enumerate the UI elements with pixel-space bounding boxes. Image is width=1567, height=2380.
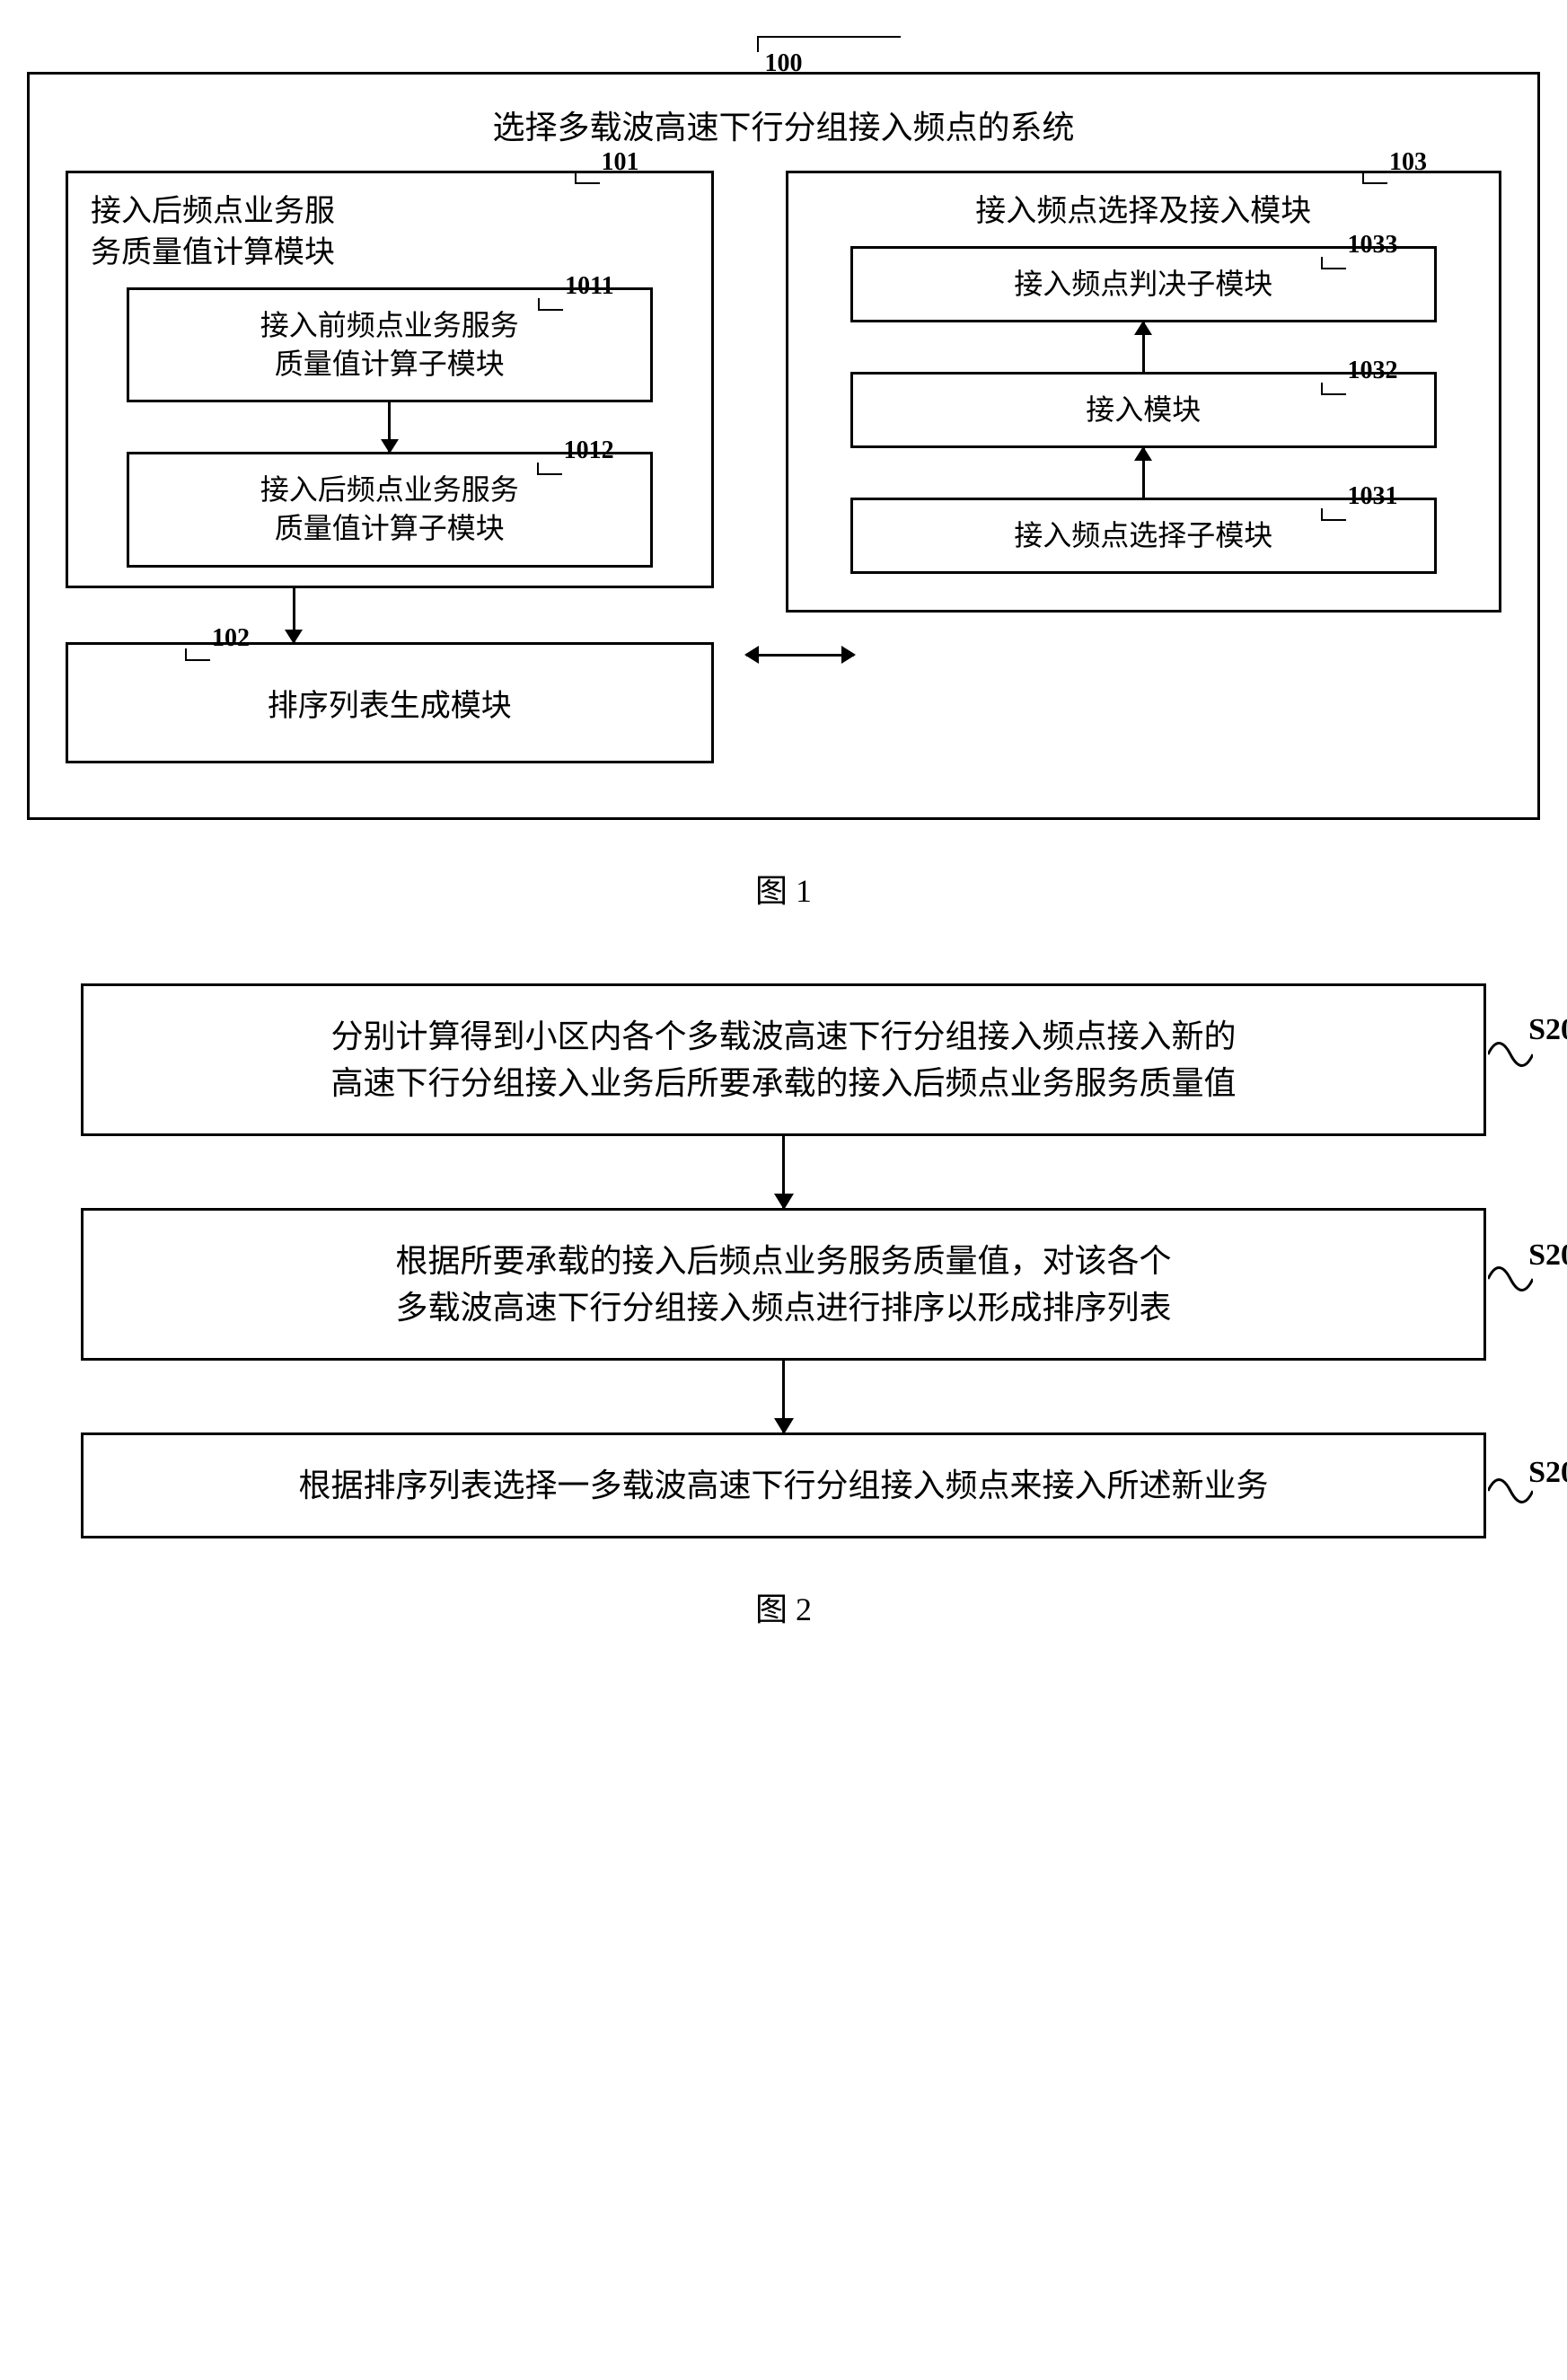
- step-s201-label: S201: [1528, 1008, 1567, 1052]
- label-tick: [1321, 257, 1346, 269]
- module-102-text: 排序列表生成模块: [268, 690, 512, 723]
- label-tick: [537, 463, 562, 475]
- sub-1031-label: 1031: [1348, 482, 1398, 510]
- sub-1012-label: 1012: [564, 436, 614, 464]
- s-curve-connector: [1488, 1252, 1533, 1318]
- module-102-label: 102: [212, 624, 250, 652]
- arrow-down-icon: [782, 1136, 785, 1208]
- sub-1011-text: 接入前频点业务服务 质量值计算子模块: [260, 309, 519, 380]
- label-1012-wrap: 1012: [564, 429, 614, 468]
- wave-icon: [1488, 1464, 1533, 1518]
- arrow-down-icon: [782, 1361, 785, 1432]
- system-outer-box: 选择多载波高速下行分组接入频点的系统 101 接入后频点业务服 务质量值计算模块: [27, 72, 1540, 820]
- arrow-up-icon: [1142, 322, 1145, 372]
- step-s203-label: S203: [1528, 1450, 1567, 1494]
- sub-1033: 1033 接入频点判决子模块: [850, 246, 1436, 322]
- label-tick: [1321, 508, 1346, 521]
- figure-1-caption: 图 1: [27, 865, 1540, 912]
- module-101-label: 101: [602, 148, 639, 176]
- sub-1011-label: 1011: [565, 272, 613, 300]
- figure-2: S201 分别计算得到小区内各个多载波高速下行分组接入频点接入新的 高速下行分组…: [27, 983, 1540, 1631]
- label-101-wrap: 101: [602, 148, 639, 177]
- sub-1012: 1012 接入后频点业务服务 质量值计算子模块: [127, 452, 653, 567]
- sub-1032-text: 接入模块: [1086, 393, 1201, 426]
- sub-1032-label: 1032: [1348, 357, 1398, 384]
- figure-1: 100 选择多载波高速下行分组接入频点的系统 101 接入后频点业务服 务质量值…: [27, 72, 1540, 912]
- module-103-label: 103: [1389, 148, 1427, 176]
- module-103: 103 接入频点选择及接入模块 1033 接入频点判决子模块: [786, 171, 1501, 613]
- step-s202: S202 根据所要承载的接入后频点业务服务质量值，对该各个 多载波高速下行分组接…: [81, 1208, 1486, 1361]
- step-s201-text: 分别计算得到小区内各个多载波高速下行分组接入频点接入新的 高速下行分组接入业务后…: [330, 1018, 1236, 1101]
- columns-wrap: 101 接入后频点业务服 务质量值计算模块 1011 接入前频点业务服务 质量值…: [66, 171, 1501, 763]
- label-1032-wrap: 1032: [1348, 349, 1398, 388]
- system-title: 选择多载波高速下行分组接入频点的系统: [66, 101, 1501, 148]
- arrow-down-icon: [388, 402, 391, 452]
- arrow-down-icon: [293, 588, 295, 642]
- label-tick: [538, 298, 563, 311]
- step-s201: S201 分别计算得到小区内各个多载波高速下行分组接入频点接入新的 高速下行分组…: [81, 983, 1486, 1136]
- sub-1011: 1011 接入前频点业务服务 质量值计算子模块: [127, 287, 653, 402]
- sub-1032: 1032 接入模块: [850, 372, 1436, 448]
- label-tick: [185, 648, 210, 661]
- label-tick: [1321, 383, 1346, 395]
- arrow-up-icon: [1142, 448, 1145, 498]
- label-1031-wrap: 1031: [1348, 475, 1398, 514]
- label-tick: [575, 172, 600, 184]
- left-column: 101 接入后频点业务服 务质量值计算模块 1011 接入前频点业务服务 质量值…: [66, 171, 714, 763]
- right-column: 103 接入频点选择及接入模块 1033 接入频点判决子模块: [786, 171, 1501, 613]
- s-curve-connector: [1488, 1027, 1533, 1094]
- step-s202-label: S202: [1528, 1233, 1567, 1277]
- module-101-title: 接入后频点业务服 务质量值计算模块: [91, 191, 689, 274]
- label-102-wrap: 102: [212, 620, 250, 654]
- module-102: 102 排序列表生成模块: [66, 642, 714, 763]
- step-s203-text: 根据排序列表选择一多载波高速下行分组接入频点来接入所述新业务: [298, 1468, 1268, 1503]
- step-s202-text: 根据所要承载的接入后频点业务服务质量值，对该各个 多载波高速下行分组接入频点进行…: [395, 1243, 1171, 1326]
- step-s203: S203 根据排序列表选择一多载波高速下行分组接入频点来接入所述新业务: [81, 1432, 1486, 1538]
- label-103-wrap: 103: [1389, 148, 1427, 177]
- sub-1031: 1031 接入频点选择子模块: [850, 498, 1436, 574]
- figure-2-caption: 图 2: [81, 1583, 1486, 1630]
- sub-1012-text: 接入后频点业务服务 质量值计算子模块: [260, 473, 519, 544]
- sub-1033-text: 接入频点判决子模块: [1014, 268, 1272, 300]
- label-1033-wrap: 1033: [1348, 224, 1398, 262]
- wave-icon: [1488, 1252, 1533, 1306]
- label-tick: [1362, 172, 1387, 184]
- wave-icon: [1488, 1027, 1533, 1081]
- label-1011-wrap: 1011: [565, 265, 613, 304]
- sub-1031-text: 接入频点选择子模块: [1014, 519, 1272, 551]
- module-101: 101 接入后频点业务服 务质量值计算模块 1011 接入前频点业务服务 质量值…: [66, 171, 714, 588]
- double-arrow-icon: [746, 654, 854, 657]
- sub-1033-label: 1033: [1348, 231, 1398, 259]
- s-curve-connector: [1488, 1464, 1533, 1530]
